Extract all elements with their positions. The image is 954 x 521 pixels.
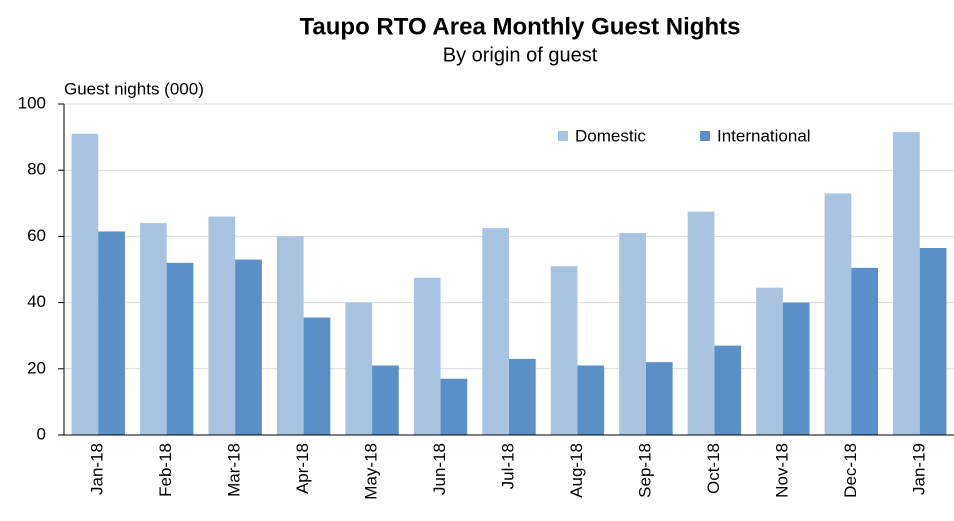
bar	[824, 193, 852, 435]
y-tick-label: 20	[27, 358, 46, 377]
x-tick-label: Jan-18	[88, 443, 107, 495]
y-tick-label: 100	[18, 93, 46, 112]
y-axis-label: Guest nights (000)	[64, 79, 204, 98]
bar	[893, 132, 920, 435]
bar	[687, 211, 715, 435]
x-tick-label: Dec-18	[841, 443, 860, 498]
bar	[372, 365, 399, 435]
chart-title: Taupo RTO Area Monthly Guest Nights	[300, 13, 741, 40]
x-tick-label: Apr-18	[293, 443, 312, 494]
y-tick-label: 40	[27, 292, 46, 311]
x-tick-label: Jul-18	[498, 443, 517, 489]
x-tick-label: Feb-18	[156, 443, 175, 497]
bar	[782, 302, 810, 435]
bar	[619, 233, 646, 435]
bar	[139, 223, 167, 435]
x-tick-label: Oct-18	[704, 443, 723, 494]
bar	[208, 216, 236, 435]
bar	[166, 262, 194, 435]
x-tick-label: Nov-18	[772, 443, 791, 498]
bar	[440, 378, 468, 435]
bar	[509, 358, 536, 435]
x-tick-label: Jan-19	[909, 443, 928, 495]
legend-swatch	[558, 131, 568, 141]
bar	[714, 345, 742, 435]
bar	[276, 236, 304, 435]
bar	[71, 133, 99, 436]
chart-subtitle: By origin of guest	[443, 44, 598, 66]
bar	[851, 267, 879, 435]
bar	[550, 266, 578, 435]
y-tick-label: 0	[37, 424, 46, 443]
bar	[919, 247, 947, 435]
bar	[345, 302, 373, 435]
bar	[645, 362, 673, 435]
x-tick-label: Aug-18	[567, 443, 586, 498]
bar	[235, 259, 262, 435]
y-tick-label: 80	[27, 160, 46, 179]
legend-swatch	[700, 131, 710, 141]
x-tick-label: May-18	[362, 443, 381, 500]
legend-label: Domestic	[575, 126, 646, 145]
bar	[756, 287, 783, 435]
bar	[413, 277, 441, 435]
bar	[482, 228, 509, 435]
x-tick-label: Jun-18	[430, 443, 449, 495]
legend-label: International	[717, 126, 811, 145]
x-tick-label: Mar-18	[225, 443, 244, 497]
y-tick-label: 60	[27, 226, 46, 245]
bar	[98, 231, 125, 435]
x-tick-label: Sep-18	[635, 443, 654, 498]
bar	[303, 317, 331, 435]
bar	[577, 365, 605, 435]
